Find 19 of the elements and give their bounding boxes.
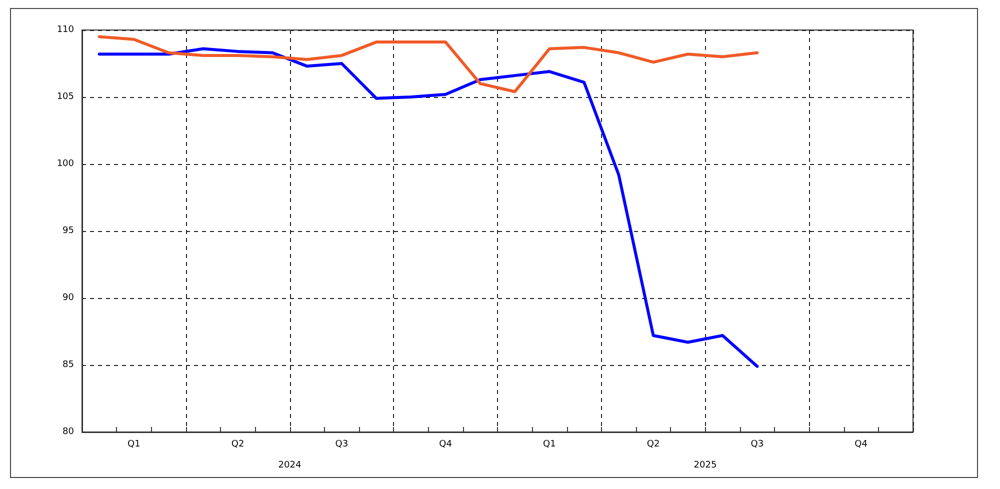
x-tick-label: Q4 xyxy=(439,440,452,450)
x-tick-label: Q2 xyxy=(646,440,660,450)
x-tick-label: Q1 xyxy=(128,440,140,450)
text: 2024 xyxy=(278,460,302,470)
x-tick-label: Q3 xyxy=(750,440,764,450)
y-tick-label: 95 xyxy=(62,226,74,236)
y-tick-label: 110 xyxy=(56,25,74,35)
y-tick-label: 90 xyxy=(62,293,74,303)
y-tick-label: 105 xyxy=(56,92,74,102)
line-series xyxy=(98,47,759,368)
line-series xyxy=(98,35,759,94)
y-tick-label: 80 xyxy=(62,427,74,437)
y-tick-label: 85 xyxy=(62,360,74,370)
x-tick-label: Q3 xyxy=(335,440,348,450)
text: 2025 xyxy=(694,460,717,470)
x-tick-label: Q2 xyxy=(231,440,244,450)
x-tick-label: Q4 xyxy=(854,440,868,450)
y-tick-label: 100 xyxy=(56,159,74,169)
x-tick-label: Q1 xyxy=(543,440,556,450)
